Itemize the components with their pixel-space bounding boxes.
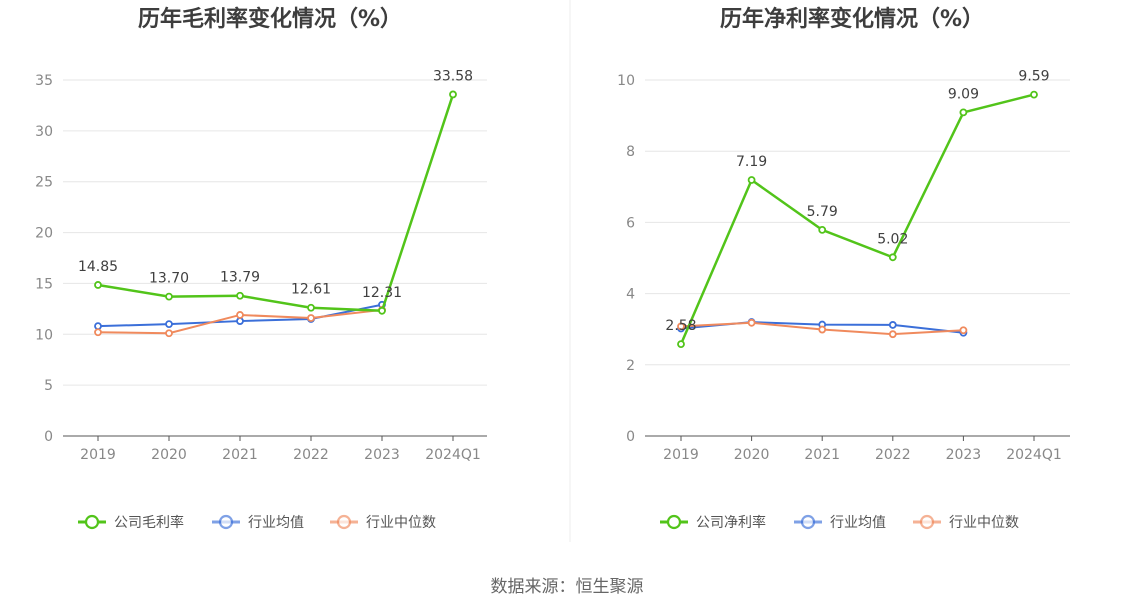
- chart-1-y-tick-label: 30: [35, 124, 53, 140]
- chart-2-data-label: 7.19: [736, 154, 767, 170]
- chart-1-legend-label: 行业中位数: [366, 515, 436, 531]
- chart-2-data-point: [677, 322, 685, 331]
- chart-2-legend-marker: [666, 514, 682, 530]
- source-label: 数据来源：恒生聚源: [491, 577, 644, 597]
- chart-2-x-tick-label: 2024Q1: [1006, 447, 1062, 463]
- chart-2-data-point: [1030, 90, 1038, 99]
- chart-1-data-point: [165, 292, 173, 301]
- chart-1-data-point: [307, 314, 315, 322]
- chart-1-data-label: 13.79: [220, 270, 260, 286]
- chart-1-data-label: 33.58: [433, 68, 473, 84]
- chart-1-legend-label: 行业均值: [248, 515, 304, 531]
- chart-2-data-label: 2.58: [665, 318, 696, 334]
- chart-2-data-label: 5.79: [807, 204, 838, 220]
- chart-1-data-point: [236, 311, 244, 319]
- chart-2-data-point: [818, 325, 827, 334]
- chart-1-x-tick-label: 2021: [222, 447, 258, 463]
- chart-1-x-tick-label: 2020: [151, 447, 187, 463]
- chart-2-title: 历年净利率变化情况（%）: [720, 6, 984, 32]
- chart-1-data-point: [94, 322, 102, 331]
- chart-1-data-point: [165, 329, 173, 338]
- chart-2-data-point: [959, 108, 968, 117]
- chart-2-data-point: [747, 176, 756, 184]
- chart-1-data-point: [94, 328, 102, 337]
- chart-1-data-point: [236, 291, 244, 300]
- chart-2-data-point: [888, 330, 897, 339]
- chart-1-series-line-1: [97, 94, 455, 313]
- chart-1-title: 历年毛利率变化情况（%）: [138, 6, 402, 32]
- chart-1-data-label: 12.61: [291, 282, 331, 298]
- chart-2-y-tick-label: 6: [626, 215, 635, 231]
- chart-1-y-tick-label: 20: [35, 226, 53, 242]
- chart-1-legend-marker: [84, 514, 100, 530]
- chart-1-y-tick-label: 15: [35, 276, 53, 292]
- chart-2-y-tick-label: 8: [626, 144, 635, 160]
- chart-1-legend-label: 公司毛利率: [114, 514, 184, 531]
- chart-2-data-point: [818, 225, 827, 234]
- chart-2-legend-marker: [800, 514, 816, 530]
- chart-2-data-label: 5.02: [877, 231, 908, 247]
- chart-2-data-point: [888, 321, 897, 329]
- chart-2-legend-label: 行业均值: [830, 515, 886, 531]
- chart-2-legend-label: 行业中位数: [949, 515, 1019, 531]
- chart-2-data-point: [888, 253, 897, 262]
- chart-1-x-tick-label: 2019: [80, 447, 116, 463]
- chart-1-data-point: [449, 90, 457, 99]
- chart-1-x-tick-label: 2024Q1: [425, 447, 481, 463]
- chart-2-x-tick-label: 2022: [875, 447, 911, 463]
- chart-2-x-tick-label: 2020: [734, 447, 770, 463]
- chart-2-x-tick-label: 2019: [663, 447, 699, 463]
- chart-2-legend-marker: [919, 514, 935, 530]
- chart-2-data-point: [677, 340, 685, 349]
- chart-1-data-point: [236, 317, 244, 325]
- chart-1-data-label: 12.31: [362, 285, 402, 301]
- chart-1-x-tick-label: 2022: [293, 447, 329, 463]
- chart-1-y-tick-label: 25: [35, 175, 53, 191]
- chart-2-y-tick-label: 10: [617, 73, 635, 89]
- chart-2-y-tick-label: 4: [626, 287, 635, 303]
- chart-1-y-tick-label: 35: [35, 73, 53, 89]
- chart-1-y-tick-label: 10: [35, 327, 53, 343]
- chart-2-x-tick-label: 2021: [804, 447, 840, 463]
- chart-2-data-label: 9.09: [948, 86, 979, 102]
- chart-1-y-tick-label: 5: [44, 378, 53, 394]
- chart-1-y-tick-label: 0: [44, 429, 53, 445]
- chart-1-data-point: [94, 281, 102, 289]
- chart-2-y-tick-label: 2: [626, 358, 635, 374]
- chart-2-legend-label: 公司净利率: [696, 514, 766, 531]
- chart-1-data-point: [165, 320, 173, 329]
- chart-2-data-point: [747, 318, 756, 327]
- chart-1-data-label: 14.85: [78, 259, 118, 275]
- chart-2-data-label: 9.59: [1018, 69, 1049, 85]
- chart-1-data-point: [307, 303, 315, 312]
- chart-2-series-line-1: [679, 93, 1035, 345]
- chart-2-y-tick-label: 0: [626, 429, 635, 445]
- chart-1-x-tick-label: 2023: [364, 447, 400, 463]
- chart-1-data-point: [378, 306, 386, 315]
- chart-1-legend-marker: [218, 514, 234, 530]
- chart-2-x-tick-label: 2023: [946, 447, 982, 463]
- chart-1-data-label: 13.70: [149, 271, 189, 287]
- chart-2-data-point: [959, 326, 968, 335]
- chart-1-legend-marker: [336, 514, 352, 530]
